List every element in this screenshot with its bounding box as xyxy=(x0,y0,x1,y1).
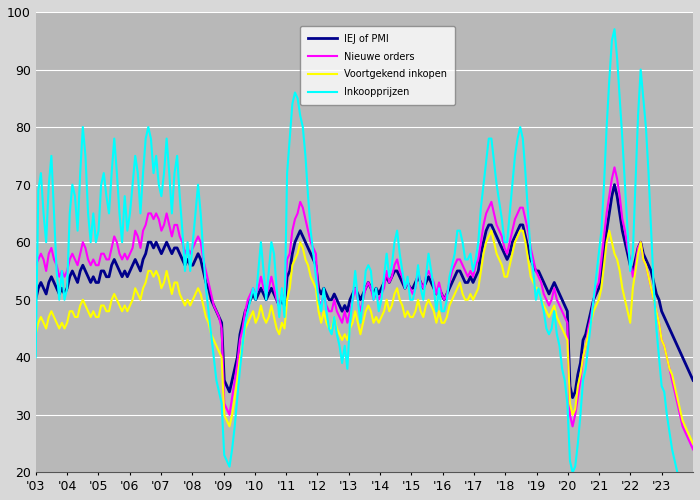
Voortgekend inkopen xyxy=(495,256,503,262)
Inkoopprijzen xyxy=(676,481,684,487)
Nieuwe orders xyxy=(553,296,561,302)
Nieuwe orders xyxy=(45,250,53,256)
IEJ of PMI xyxy=(689,378,697,384)
IEJ of PMI xyxy=(492,234,500,239)
IEJ of PMI xyxy=(228,378,237,384)
IEJ of PMI xyxy=(45,280,53,285)
Line: Voortgekend inkopen: Voortgekend inkopen xyxy=(36,230,693,444)
Inkoopprijzen xyxy=(228,446,237,452)
Nieuwe orders xyxy=(610,164,619,170)
IEJ of PMI xyxy=(568,394,577,400)
Legend: IEJ of PMI, Nieuwe orders, Voortgekend inkopen, Inkoopprijzen: IEJ of PMI, Nieuwe orders, Voortgekend i… xyxy=(300,26,455,105)
IEJ of PMI xyxy=(451,274,459,280)
Voortgekend inkopen xyxy=(676,406,684,412)
Nieuwe orders xyxy=(689,446,697,452)
IEJ of PMI xyxy=(32,296,40,302)
Nieuwe orders xyxy=(228,394,237,400)
Inkoopprijzen xyxy=(492,182,500,188)
IEJ of PMI xyxy=(678,354,687,360)
Nieuwe orders xyxy=(676,412,684,418)
Voortgekend inkopen xyxy=(228,412,237,418)
Line: IEJ of PMI: IEJ of PMI xyxy=(36,184,693,398)
Nieuwe orders xyxy=(451,262,459,268)
Inkoopprijzen xyxy=(610,26,619,32)
Voortgekend inkopen xyxy=(45,314,53,320)
Voortgekend inkopen xyxy=(689,440,697,446)
Nieuwe orders xyxy=(492,222,500,228)
Voortgekend inkopen xyxy=(487,228,496,234)
Inkoopprijzen xyxy=(451,250,459,256)
Inkoopprijzen xyxy=(45,182,53,188)
Line: Nieuwe orders: Nieuwe orders xyxy=(36,168,693,450)
Voortgekend inkopen xyxy=(451,291,459,297)
Line: Inkoopprijzen: Inkoopprijzen xyxy=(36,29,693,500)
IEJ of PMI xyxy=(610,182,619,188)
Voortgekend inkopen xyxy=(555,320,564,326)
Inkoopprijzen xyxy=(553,332,561,338)
Inkoopprijzen xyxy=(32,354,40,360)
Voortgekend inkopen xyxy=(32,332,40,338)
Nieuwe orders xyxy=(32,262,40,268)
IEJ of PMI xyxy=(553,285,561,291)
